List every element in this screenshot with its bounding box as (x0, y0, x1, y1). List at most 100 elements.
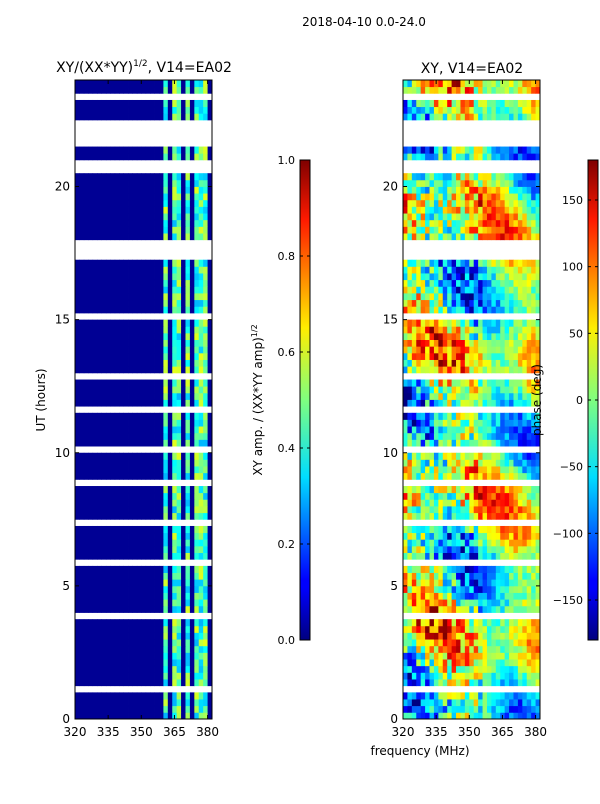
heatmap-cell (531, 266, 536, 274)
heatmap-cell (75, 332, 80, 340)
heatmap-cell (105, 286, 111, 294)
heatmap-cell (163, 339, 169, 347)
heatmap-cell (185, 665, 191, 673)
heatmap-cell (438, 299, 444, 307)
heatmap-cell (119, 366, 125, 374)
heatmap-cell (517, 273, 523, 281)
heatmap-cell (154, 199, 160, 207)
heatmap-cell (403, 545, 408, 553)
heatmap-cell (145, 699, 151, 707)
heatmap-cell (517, 632, 523, 640)
heatmap-cell (207, 412, 213, 420)
heatmap-cell (420, 592, 426, 600)
heatmap-cell (517, 499, 523, 507)
heatmap-cell (92, 86, 98, 94)
heatmap-cell (176, 326, 182, 334)
heatmap-cell (535, 659, 541, 667)
heatmap-cell (154, 506, 160, 514)
heatmap-cell (123, 359, 129, 367)
heatmap-cell (420, 585, 426, 593)
heatmap-cell (513, 213, 519, 221)
heatmap-cell (79, 326, 85, 334)
heatmap-cell (207, 326, 213, 334)
heatmap-cell (411, 266, 417, 274)
heatmap-cell (420, 259, 426, 267)
heatmap-cell (531, 552, 536, 560)
heatmap-cell (79, 332, 85, 340)
heatmap-cell (451, 619, 457, 627)
heatmap-cell (132, 339, 138, 347)
heatmap-cell (128, 572, 133, 580)
heatmap-cell (509, 332, 514, 340)
heatmap-cell (128, 86, 133, 94)
heatmap-cell (150, 233, 155, 241)
heatmap-cell (478, 539, 483, 547)
heatmap-cell (136, 399, 142, 407)
heatmap-cell (79, 339, 85, 347)
heatmap-cell (456, 619, 461, 627)
heatmap-cell (145, 712, 151, 720)
heatmap-cell (526, 625, 532, 633)
heatmap-cell (154, 439, 160, 447)
heatmap-cell (411, 699, 417, 707)
heatmap-cell (105, 605, 111, 613)
heatmap-cell (473, 399, 479, 407)
heatmap-cell (154, 286, 160, 294)
heatmap-cell (194, 712, 200, 720)
heatmap-cell (447, 99, 453, 108)
heatmap-cell (75, 86, 80, 94)
heatmap-cell (531, 426, 536, 434)
heatmap-cell (429, 319, 435, 327)
heatmap-cell (97, 80, 102, 88)
heatmap-cell (495, 545, 501, 553)
heatmap-cell (535, 506, 541, 514)
heatmap-cell (535, 206, 541, 214)
heatmap-cell (101, 399, 107, 407)
heatmap-cell (110, 80, 116, 88)
heatmap-cell (136, 266, 142, 274)
heatmap-cell (123, 452, 129, 460)
heatmap-cell (136, 146, 142, 154)
heatmap-cell (101, 233, 107, 241)
heatmap-cell (447, 499, 453, 507)
heatmap-cell (163, 379, 169, 387)
heatmap-cell (478, 146, 483, 154)
heatmap-cell (442, 173, 448, 181)
heatmap-cell (150, 113, 155, 121)
heatmap-cell (185, 506, 191, 514)
heatmap-cell (438, 113, 444, 121)
heatmap-cell (172, 525, 178, 534)
heatmap-cell (185, 392, 191, 400)
heatmap-cell (128, 173, 133, 181)
heatmap-cell (464, 565, 470, 573)
heatmap-cell (105, 412, 111, 420)
heatmap-cell (526, 599, 532, 607)
heatmap-cell (136, 506, 142, 514)
heatmap-cell (136, 346, 142, 354)
heatmap-cell (132, 326, 138, 334)
heatmap-cell (141, 659, 147, 667)
heatmap-cell (495, 113, 501, 121)
heatmap-cell (509, 219, 514, 227)
heatmap-cell (522, 213, 528, 221)
heatmap-cell (517, 532, 523, 540)
heatmap-cell (97, 525, 102, 534)
heatmap-cell (79, 106, 85, 114)
heatmap-cell (154, 299, 160, 307)
heatmap-cell (500, 599, 506, 607)
heatmap-cell (456, 219, 461, 227)
heatmap-cell (403, 233, 408, 241)
heatmap-cell (535, 712, 541, 720)
heatmap-cell (403, 552, 408, 560)
heatmap-cell (189, 319, 195, 327)
heatmap-cell (132, 525, 138, 534)
heatmap-cell (154, 173, 160, 181)
heatmap-cell (447, 286, 453, 294)
heatmap-cell (136, 625, 142, 633)
heatmap-cell (75, 539, 80, 547)
heatmap-cell (416, 293, 422, 301)
heatmap-cell (486, 665, 492, 673)
heatmap-cell (456, 525, 461, 534)
heatmap-cell (83, 346, 89, 354)
